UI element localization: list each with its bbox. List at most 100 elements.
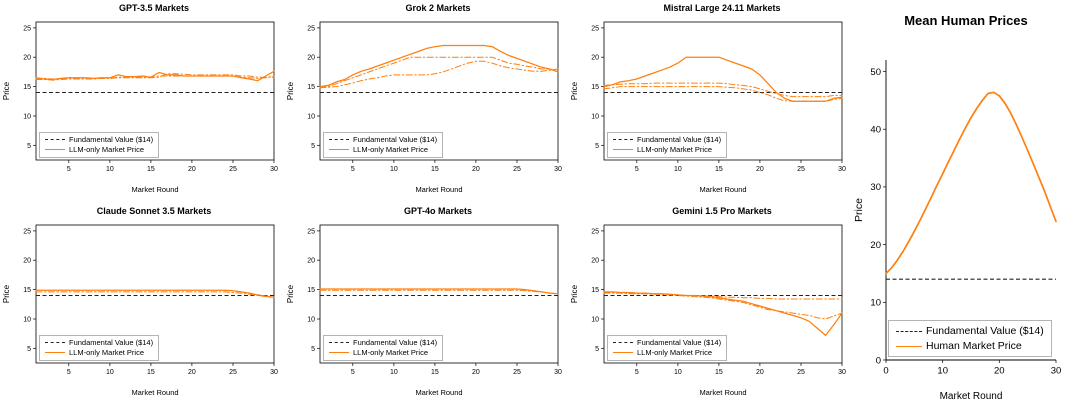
svg-text:10: 10 <box>674 369 682 376</box>
svg-text:20: 20 <box>23 257 31 264</box>
legend: Fundamental Value ($14) LLM-only Market P… <box>323 132 444 158</box>
svg-text:25: 25 <box>797 369 805 376</box>
legend-label: Fundamental Value ($14) <box>353 337 438 347</box>
legend-label: Fundamental Value ($14) <box>637 135 722 144</box>
svg-text:5: 5 <box>67 166 71 173</box>
svg-text:15: 15 <box>23 287 31 294</box>
svg-text:Price: Price <box>286 284 295 303</box>
svg-text:20: 20 <box>23 55 31 62</box>
legend-entry: LLM-only Market Price <box>45 145 153 154</box>
svg-text:0: 0 <box>876 355 881 366</box>
plot-area: 5 10 15 20 25 30 5 10 15 20 25 Price Fundamental Va… <box>568 16 852 184</box>
svg-text:25: 25 <box>591 25 599 32</box>
svg-text:Price: Price <box>2 284 11 303</box>
chart-title: Claude Sonnet 3.5 Markets <box>96 205 212 216</box>
solid-line-sample <box>329 149 349 150</box>
chart-title: GPT-4o Markets <box>403 205 473 216</box>
svg-text:15: 15 <box>591 287 599 294</box>
legend-entry: Fundamental Value ($14) <box>613 135 721 144</box>
svg-text:25: 25 <box>307 25 315 32</box>
legend-entry: Fundamental Value ($14) <box>45 135 153 144</box>
svg-text:15: 15 <box>715 166 723 173</box>
legend-label: LLM-only Market Price <box>637 145 713 154</box>
svg-text:20: 20 <box>870 240 881 251</box>
plot-svg: 5 10 15 20 25 30 5 10 15 20 25 Price <box>2 224 278 376</box>
chart-panel-mistral-large: Mistral Large 24.11 Markets 5 10 15 20 25 30 5… <box>568 0 852 203</box>
svg-text:15: 15 <box>591 84 599 91</box>
svg-text:5: 5 <box>595 345 599 352</box>
legend: Fundamental Value ($14) LLM-only Market P… <box>323 334 444 361</box>
svg-text:20: 20 <box>591 55 599 62</box>
legend-entry: Fundamental Value ($14) <box>45 338 153 347</box>
svg-text:25: 25 <box>229 369 237 376</box>
plot-svg: 5 10 15 20 25 30 5 10 15 20 25 Price <box>2 21 278 173</box>
plot-svg: 0 10 20 30 0 10 20 30 40 50 Price <box>853 60 1061 377</box>
chart-panel-grok-2: Grok 2 Markets 5 10 15 20 25 30 5 10 15 20 25 Price… <box>284 0 568 203</box>
svg-text:10: 10 <box>307 114 315 121</box>
solid-line-sample <box>613 351 633 353</box>
solid-line-sample <box>613 149 633 150</box>
chart-panel-mean-human: Mean Human Prices 0 10 20 30 0 10 20 30 40 50 Pric… <box>852 0 1068 405</box>
plot-svg: 5 10 15 20 25 30 5 10 15 20 25 Price <box>570 21 846 173</box>
dashed-line-sample <box>329 139 349 140</box>
svg-text:5: 5 <box>311 143 315 150</box>
svg-text:15: 15 <box>431 166 439 173</box>
legend-label: Fundamental Value ($14) <box>69 337 154 347</box>
x-axis-label: Market Round <box>699 387 747 397</box>
dashed-line-sample <box>613 139 633 140</box>
plot-area: 5 10 15 20 25 30 5 10 15 20 25 Price Fundamental Va… <box>568 219 852 387</box>
svg-text:5: 5 <box>27 143 31 150</box>
svg-text:0: 0 <box>883 366 888 377</box>
svg-text:40: 40 <box>870 125 881 136</box>
svg-text:10: 10 <box>870 298 881 309</box>
svg-text:20: 20 <box>994 366 1005 377</box>
x-axis-label: Market Round <box>415 185 463 194</box>
svg-text:10: 10 <box>307 316 315 323</box>
svg-text:20: 20 <box>188 166 196 173</box>
svg-text:25: 25 <box>23 228 31 235</box>
chart-title: Mean Human Prices <box>904 13 1028 28</box>
svg-text:10: 10 <box>390 369 398 376</box>
x-axis-label: Market Round <box>131 185 179 194</box>
svg-text:Price: Price <box>286 81 295 100</box>
legend-entry: Fundamental Value ($14) <box>329 135 437 144</box>
legend-label: LLM-only Market Price <box>69 145 145 154</box>
chart-title: Grok 2 Markets <box>405 3 471 13</box>
svg-text:10: 10 <box>937 366 948 377</box>
svg-text:20: 20 <box>188 369 196 376</box>
svg-text:20: 20 <box>472 166 480 173</box>
plot-area: 0 10 20 30 0 10 20 30 40 50 Price Fundamental Valu… <box>852 34 1068 390</box>
svg-text:20: 20 <box>756 369 764 376</box>
svg-text:10: 10 <box>23 114 31 121</box>
svg-text:25: 25 <box>513 166 521 173</box>
plot-svg: 5 10 15 20 25 30 5 10 15 20 25 Price <box>286 21 562 173</box>
svg-text:15: 15 <box>147 166 155 173</box>
legend-entry: Fundamental Value ($14) <box>613 338 721 347</box>
plot-area: 5 10 15 20 25 30 5 10 15 20 25 Price Fundamental Va… <box>284 16 568 184</box>
svg-text:50: 50 <box>870 67 881 78</box>
dashed-line-sample <box>45 139 65 140</box>
chart-title: GPT-3.5 Markets <box>118 3 190 13</box>
svg-text:10: 10 <box>591 316 599 323</box>
solid-line-sample <box>329 351 349 353</box>
legend-label: LLM-only Market Price <box>637 347 713 357</box>
svg-text:25: 25 <box>797 166 805 173</box>
legend-label: LLM-only Market Price <box>69 347 145 357</box>
chart-panel-gemini-1-5-pro: Gemini 1.5 Pro Markets 5 10 15 20 25 30 5 10 15 2… <box>568 203 852 405</box>
chart-panel-claude-sonnet: Claude Sonnet 3.5 Markets 5 10 15 20 25 30 5 10… <box>0 203 284 405</box>
x-axis-label: Market Round <box>699 185 747 194</box>
svg-text:5: 5 <box>27 345 31 352</box>
svg-text:Price: Price <box>570 81 579 100</box>
svg-text:25: 25 <box>307 228 315 235</box>
svg-text:10: 10 <box>390 166 398 173</box>
chart-title: Mistral Large 24.11 Markets <box>663 3 781 13</box>
legend-entry: LLM-only Market Price <box>329 348 437 357</box>
legend-entry: Fundamental Value ($14) <box>896 325 1044 337</box>
svg-text:25: 25 <box>591 228 599 235</box>
legend: Fundamental Value ($14) LLM-only Market P… <box>607 334 728 361</box>
legend: Fundamental Value ($14) Human Market Pric… <box>888 320 1052 357</box>
legend-label: LLM-only Market Price <box>353 347 429 357</box>
legend: Fundamental Value ($14) LLM-only Market P… <box>607 132 728 158</box>
legend-entry: Fundamental Value ($14) <box>329 338 437 347</box>
